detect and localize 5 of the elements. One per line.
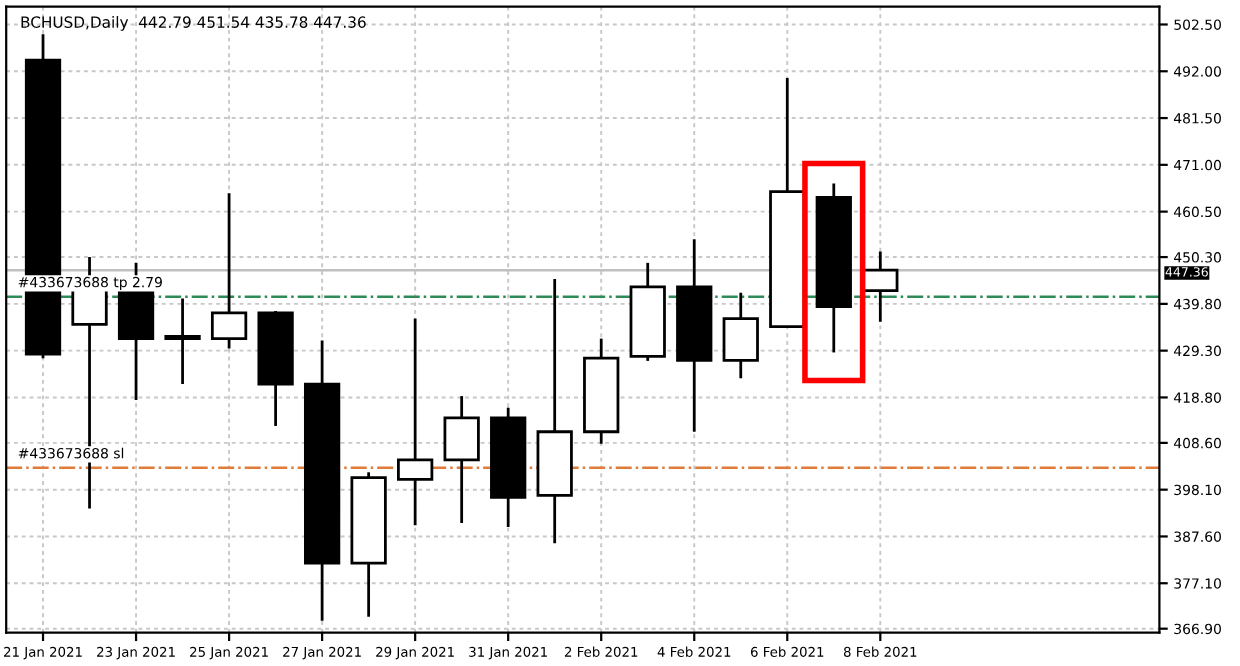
candlestick (722, 291, 759, 380)
candlestick (164, 297, 201, 386)
candlestick (210, 191, 248, 350)
candlestick (862, 250, 899, 324)
candlestick (443, 394, 480, 525)
